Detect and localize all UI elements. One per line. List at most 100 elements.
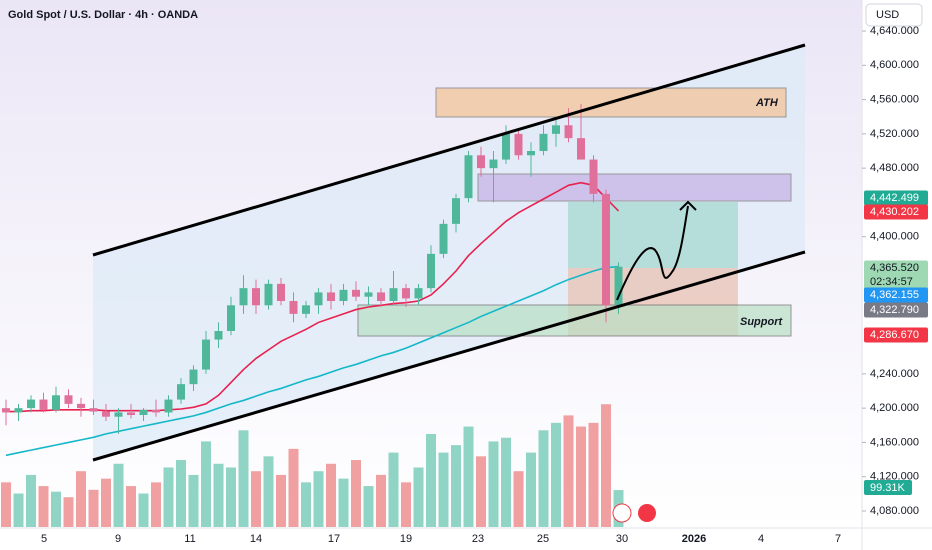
candle-body: [64, 395, 73, 404]
y-tick-label: 4,400.000: [870, 231, 919, 243]
candle-body: [89, 408, 98, 412]
candle-body: [127, 412, 135, 415]
candle-body: [164, 399, 173, 413]
candle-body: [264, 283, 273, 306]
volume-bar: [476, 456, 486, 527]
candle-body: [152, 409, 160, 413]
volume-bar: [488, 441, 499, 527]
candle-body: [377, 292, 385, 301]
currency-button[interactable]: [865, 3, 923, 27]
candle-body: [602, 193, 610, 306]
candle-body: [414, 288, 423, 299]
volume-bar: [451, 445, 461, 527]
volume-bar: [388, 452, 399, 527]
volume-bar: [401, 482, 411, 527]
countdown: 02:34:57: [870, 276, 913, 288]
price-tag-label: 4,322.790: [870, 304, 919, 316]
candle-body: [452, 198, 460, 224]
volume-tag: [864, 480, 912, 495]
candle-body: [289, 301, 298, 314]
candle-body: [564, 125, 573, 139]
volume-bar: [538, 430, 549, 527]
candle-body: [339, 289, 348, 301]
x-tick-label: 9: [115, 533, 121, 545]
candle-body: [427, 253, 435, 289]
marks: [1, 103, 624, 527]
volume-bar: [363, 486, 374, 527]
volume-tag-label: 99.31K: [870, 482, 906, 494]
y-tick-label: 4,560.000: [870, 93, 919, 105]
candle-body: [52, 395, 60, 410]
volume-bar: [551, 422, 561, 527]
x-tick-label: 23: [472, 533, 484, 545]
candle-body: [589, 159, 598, 194]
price-tag: [864, 190, 928, 206]
y-tick-label: 4,200.000: [870, 402, 919, 414]
candle-body: [2, 408, 10, 413]
price-tag: [864, 287, 928, 303]
volume-bar: [201, 441, 211, 527]
y-tick-label: 4,120.000: [870, 471, 919, 483]
volume-bar: [63, 497, 74, 527]
volume-bar: [313, 471, 324, 527]
x-tick-label: 11: [184, 533, 195, 545]
price-tag-label: 4,442.499: [870, 192, 919, 204]
volume-bar: [88, 489, 99, 527]
x-tick-label: 4: [758, 533, 764, 545]
volume-bar: [38, 486, 49, 527]
x-tick-label: 2026: [682, 533, 706, 545]
volume-bar: [288, 448, 299, 527]
candle-body: [552, 125, 560, 134]
price-tag-label: 4,365.520: [870, 262, 919, 274]
candle-body: [102, 411, 110, 417]
y-tick-label: 4,520.000: [870, 128, 919, 140]
volume-bar: [426, 434, 436, 527]
candle-body: [439, 223, 448, 254]
volume-bar: [263, 456, 274, 527]
volume-bar: [601, 404, 611, 527]
volume-bar: [251, 471, 261, 527]
ath-label: ATH: [755, 97, 779, 109]
candle-body: [114, 412, 123, 417]
price-tag: [864, 204, 928, 220]
candle-body: [252, 288, 260, 306]
candle-body: [502, 133, 510, 160]
candle-body: [14, 408, 23, 413]
target-zone: [568, 202, 738, 268]
candle-body: [477, 155, 485, 169]
candle-body: [139, 409, 148, 415]
candle-body: [539, 133, 548, 151]
price-tag-label: 4,430.202: [870, 206, 919, 218]
volume-bar: [163, 467, 174, 527]
candle-body: [189, 369, 198, 385]
candle-body: [202, 339, 210, 370]
volume-bar: [213, 463, 224, 527]
resistance-zone: [477, 173, 792, 202]
candle-body: [214, 331, 223, 340]
x-tick-label: 7: [835, 533, 841, 545]
candle-body: [239, 288, 248, 306]
flag-icon[interactable]: [638, 504, 656, 522]
candle-body: [77, 403, 85, 409]
price-tag: [864, 327, 928, 343]
event-icon[interactable]: [612, 503, 632, 523]
volume-bar: [513, 471, 524, 527]
candle-body: [39, 399, 48, 410]
x-tick-label: 19: [400, 533, 412, 545]
volume-bar: [501, 437, 511, 527]
volume-bar: [438, 452, 449, 527]
price-tag-label: 4,286.670: [870, 329, 919, 341]
volume-bar: [276, 474, 286, 527]
y-tick-label: 4,240.000: [870, 368, 919, 380]
price-tag-label: 4,362.155: [870, 289, 919, 301]
volume-bar: [226, 467, 236, 527]
volume-bar: [138, 493, 149, 527]
volume-bar: [563, 415, 574, 527]
volume-bar: [238, 430, 249, 527]
projection-arrow: [616, 205, 689, 301]
x-tick-label: 25: [537, 533, 549, 545]
volume-bar: [351, 460, 361, 527]
candle-body: [489, 159, 498, 169]
price-tag: [864, 302, 928, 318]
currency: USD: [876, 9, 899, 21]
